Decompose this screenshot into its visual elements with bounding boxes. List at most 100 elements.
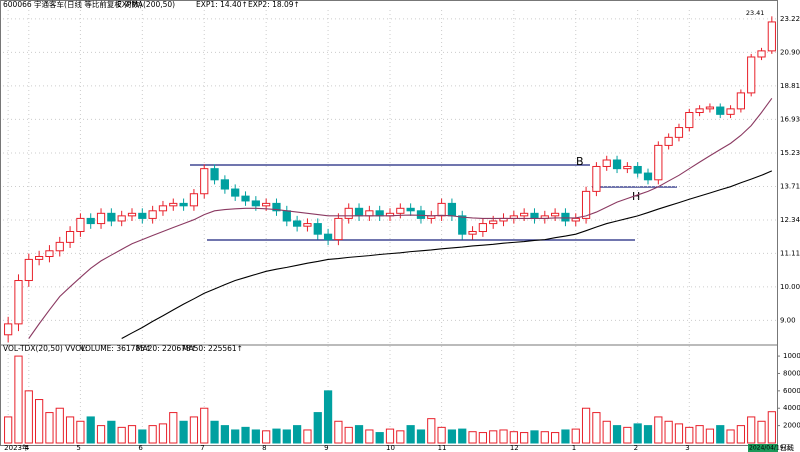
y-tick-label: 15.23 bbox=[780, 149, 800, 157]
volume-bar bbox=[344, 426, 353, 444]
volume-bar bbox=[303, 429, 312, 444]
y-tick-label: 11.11 bbox=[780, 249, 800, 257]
candle-body bbox=[323, 233, 333, 241]
candle-body bbox=[293, 220, 302, 227]
x-tick-label: 7 bbox=[200, 444, 204, 452]
candle-body bbox=[35, 256, 44, 260]
volume-bar bbox=[251, 429, 260, 444]
candle-body bbox=[65, 230, 75, 243]
candle-body bbox=[592, 165, 601, 192]
candle-body bbox=[581, 190, 591, 219]
volume-bar bbox=[664, 420, 673, 444]
candle-body bbox=[179, 202, 188, 207]
volume-bar bbox=[623, 426, 632, 444]
candle-body bbox=[736, 92, 745, 110]
x-tick-label: 8 bbox=[262, 444, 266, 452]
volume-bar bbox=[736, 425, 745, 444]
volume-bar bbox=[571, 428, 580, 444]
legend-entry: EXP2: 18.09↑ bbox=[248, 0, 300, 9]
candle-body bbox=[200, 168, 209, 195]
volume-bar bbox=[65, 416, 75, 444]
volume-bar bbox=[210, 420, 219, 444]
volume-bar bbox=[685, 426, 694, 444]
volume-bar bbox=[509, 431, 518, 444]
candle-body bbox=[705, 106, 715, 110]
candle-body bbox=[396, 207, 405, 214]
candle-body bbox=[354, 207, 364, 217]
volume-bar bbox=[76, 420, 85, 444]
y-tick-label: 20.90 bbox=[780, 48, 800, 56]
candle-body bbox=[757, 50, 766, 58]
high-label: 23.41 bbox=[746, 9, 765, 17]
volume-bar bbox=[416, 429, 426, 444]
volume-bar bbox=[592, 412, 601, 444]
volume-bar bbox=[189, 416, 199, 444]
candle-body bbox=[272, 202, 281, 212]
candle-body bbox=[231, 188, 240, 197]
volume-bar bbox=[551, 432, 560, 444]
legend-entry: VOLUME: 361785↑ bbox=[80, 344, 151, 353]
volume-bar bbox=[468, 431, 477, 444]
candle-body bbox=[189, 193, 199, 207]
candle-body bbox=[138, 212, 147, 219]
y-tick-label: 6000 bbox=[783, 387, 800, 395]
volume-bar bbox=[540, 431, 549, 444]
volume-bar bbox=[396, 430, 405, 444]
candle-body bbox=[76, 217, 85, 232]
volume-bar bbox=[427, 418, 436, 444]
volume-bar bbox=[633, 423, 642, 444]
volume-bar bbox=[282, 429, 291, 444]
y-tick-label: 2000 bbox=[783, 422, 800, 430]
candle-body bbox=[716, 106, 725, 115]
volume-bar bbox=[489, 430, 498, 444]
candle-body bbox=[530, 212, 539, 219]
x-tick-label: 6 bbox=[138, 444, 143, 452]
volume-bar bbox=[385, 428, 395, 444]
candle-body bbox=[158, 205, 168, 212]
volume-bar bbox=[220, 425, 229, 444]
y-tick-label: 13.71 bbox=[780, 182, 800, 190]
candle-body bbox=[148, 210, 157, 219]
candle-body bbox=[117, 215, 126, 222]
x-tick-label: 1 bbox=[572, 444, 576, 452]
annotation: B bbox=[576, 155, 584, 168]
volume-bar bbox=[612, 425, 622, 444]
candle-body bbox=[447, 202, 457, 217]
candle-body bbox=[602, 159, 611, 167]
volume-bar bbox=[478, 432, 487, 444]
volume-bar bbox=[767, 411, 776, 444]
volume-bar bbox=[14, 355, 23, 444]
candle-body bbox=[14, 280, 23, 325]
date-box bbox=[748, 444, 778, 452]
date-label: 2024/04/19/五 bbox=[749, 445, 792, 452]
volume-bar bbox=[169, 412, 178, 444]
candle-body bbox=[55, 241, 64, 252]
plot-frame bbox=[0, 0, 778, 446]
y-tick-label: 10.00 bbox=[780, 283, 800, 291]
indicator-line bbox=[121, 170, 773, 339]
candle-body bbox=[633, 165, 642, 174]
candle-body bbox=[437, 202, 446, 217]
volume-bar bbox=[365, 429, 374, 444]
candle-body bbox=[623, 165, 632, 170]
volume-bar bbox=[138, 429, 147, 444]
volume-bar bbox=[354, 425, 364, 444]
candle-body bbox=[561, 212, 570, 222]
candle-body bbox=[551, 212, 560, 217]
volume-bar bbox=[293, 425, 302, 444]
volume-title: VOL-TDX(20,50) VVOL: bbox=[3, 344, 88, 353]
y-tick-label: 23.22 bbox=[780, 15, 800, 23]
volume-bar bbox=[437, 426, 446, 444]
volume-bar bbox=[581, 407, 591, 444]
candle-body bbox=[334, 217, 343, 241]
indicator-line bbox=[28, 97, 773, 339]
volume-bar bbox=[406, 425, 415, 444]
volume-bar bbox=[375, 432, 384, 444]
candle-body bbox=[695, 108, 704, 114]
x-tick-label: 9 bbox=[324, 444, 328, 452]
candle-body bbox=[571, 217, 580, 222]
legend-entry: MA50: 225561↑ bbox=[182, 344, 243, 353]
candle-body bbox=[4, 323, 13, 336]
candle-body bbox=[210, 168, 219, 181]
volume-bar bbox=[520, 432, 529, 444]
